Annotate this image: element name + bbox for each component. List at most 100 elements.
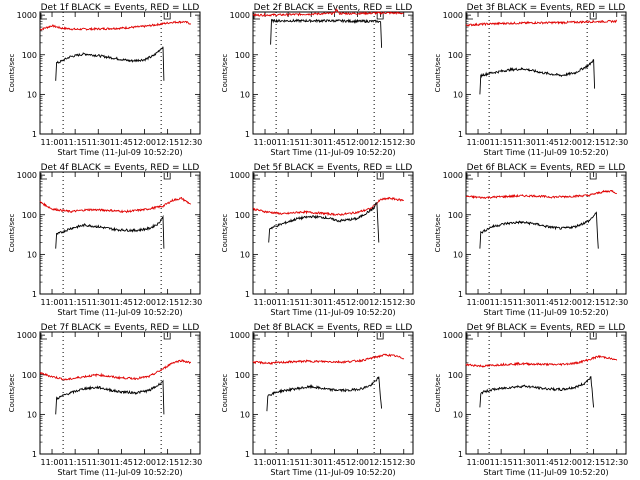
segment-marker [376,333,384,340]
lld-red-series-line [39,359,192,381]
chart-title: Det 4f BLACK = Events, RED = LLD [41,163,200,173]
x-tick-label: 12:15 [369,458,392,467]
x-tick-label: 11:00 [253,138,276,147]
y-tick-label: 1000 [443,331,463,340]
x-tick-label: 11:30 [513,298,536,307]
events-black-series-line [268,202,380,243]
y-tick-label: 1 [32,290,37,299]
y-axis-label: Counts/sec [8,54,16,93]
x-tick-label: 12:30 [392,138,415,147]
y-tick-label: 1000 [230,11,250,20]
x-tick-label: 11:15 [490,458,513,467]
events-black-series-line [55,379,165,415]
lld-red-series-line [465,189,618,200]
x-tick-label: 12:15 [582,138,605,147]
chart-panel-6f: Det 6f BLACK = Events, RED = LLD 1 10 100 10… [434,163,628,317]
x-tick-label: 11:30 [513,138,536,147]
y-tick-label: 10 [453,250,463,259]
x-tick-label: 12:00 [133,458,156,467]
y-tick-label: 1000 [17,331,37,340]
events-black-series-line [479,59,596,95]
lld-red-series-line [252,196,404,217]
plot-frame [252,11,414,135]
x-tick-label: 12:00 [346,138,369,147]
x-tick-label: 11:00 [40,138,63,147]
segment-marker [589,173,597,180]
x-tick-label: 12:30 [605,298,628,307]
y-tick-label: 100 [448,371,463,380]
y-tick-label: 100 [448,51,463,60]
segment-marker [163,333,171,340]
chart-panel-4f: Det 4f BLACK = Events, RED = LLD 1 10 100 10… [8,163,202,317]
events-black-series-line [270,18,383,48]
segment-marker [466,13,473,20]
x-axis-label: Start Time (11-Jul-09 10:52:20) [483,468,608,477]
chart-panel-1f: Det 1f BLACK = Events, RED = LLD 1 10 100 10… [8,3,202,157]
y-tick-label: 1 [32,450,37,459]
chart-title: Det 7f BLACK = Events, RED = LLD [41,323,200,333]
chart-panel-2f: Det 2f BLACK = Events, RED = LLD 1 10 100 10… [221,3,415,157]
y-tick-label: 100 [235,51,250,60]
segment-marker [466,333,473,340]
y-tick-label: 1 [245,130,250,139]
y-tick-label: 100 [22,211,37,220]
y-axis-label: Counts/sec [8,374,16,413]
plot-frame [252,171,414,295]
x-tick-label: 11:15 [490,138,513,147]
x-tick-label: 12:15 [156,138,179,147]
y-tick-label: 10 [27,410,37,419]
x-tick-label: 11:00 [466,138,489,147]
segment-marker [163,173,171,180]
events-black-series-line [55,214,165,249]
x-axis-label: Start Time (11-Jul-09 10:52:20) [57,468,182,477]
x-tick-label: 11:45 [110,298,133,307]
y-tick-label: 100 [22,371,37,380]
chart-title: Det 2f BLACK = Events, RED = LLD [254,3,413,13]
x-tick-label: 11:15 [64,298,87,307]
x-tick-label: 12:00 [559,458,582,467]
x-tick-label: 11:30 [87,298,110,307]
chart-title: Det 9f BLACK = Events, RED = LLD [467,323,626,333]
x-tick-label: 12:00 [559,138,582,147]
plot-frame [465,11,627,135]
x-tick-label: 11:45 [323,138,346,147]
y-tick-label: 1000 [230,331,250,340]
y-axis-label: Counts/sec [8,214,16,253]
x-tick-label: 12:00 [559,298,582,307]
x-tick-label: 12:00 [346,458,369,467]
y-axis-label: Counts/sec [434,214,442,253]
x-tick-label: 11:15 [277,458,300,467]
lld-red-series-line [39,196,192,214]
y-tick-label: 100 [235,371,250,380]
segment-marker [163,13,171,20]
x-tick-label: 12:30 [392,298,415,307]
events-black-series-line [479,211,599,249]
y-tick-label: 1000 [230,171,250,180]
events-black-series-line [55,46,165,81]
x-axis-label: Start Time (11-Jul-09 10:52:20) [270,468,395,477]
segment-marker [253,173,260,180]
segment-marker [376,173,384,180]
x-tick-label: 11:30 [513,458,536,467]
x-tick-label: 11:30 [300,458,323,467]
x-axis-label: Start Time (11-Jul-09 10:52:20) [270,308,395,317]
y-tick-label: 1 [32,130,37,139]
events-black-series-line [479,376,595,408]
lld-red-series-line [39,20,192,31]
plot-frame [39,331,201,455]
x-tick-label: 11:15 [277,138,300,147]
chart-title: Det 5f BLACK = Events, RED = LLD [254,163,413,173]
x-axis-label: Start Time (11-Jul-09 10:52:20) [270,148,395,157]
segment-marker [589,333,597,340]
plot-frame [39,11,201,135]
x-tick-label: 12:15 [582,458,605,467]
x-tick-label: 12:00 [346,298,369,307]
segment-marker [40,173,47,180]
x-tick-label: 12:30 [179,298,202,307]
chart-title: Det 6f BLACK = Events, RED = LLD [467,163,626,173]
x-tick-label: 12:15 [156,458,179,467]
y-axis-label: Counts/sec [434,54,442,93]
segment-marker [466,173,473,180]
chart-panel-3f: Det 3f BLACK = Events, RED = LLD 1 10 100 10… [434,3,628,157]
x-tick-label: 12:00 [133,138,156,147]
